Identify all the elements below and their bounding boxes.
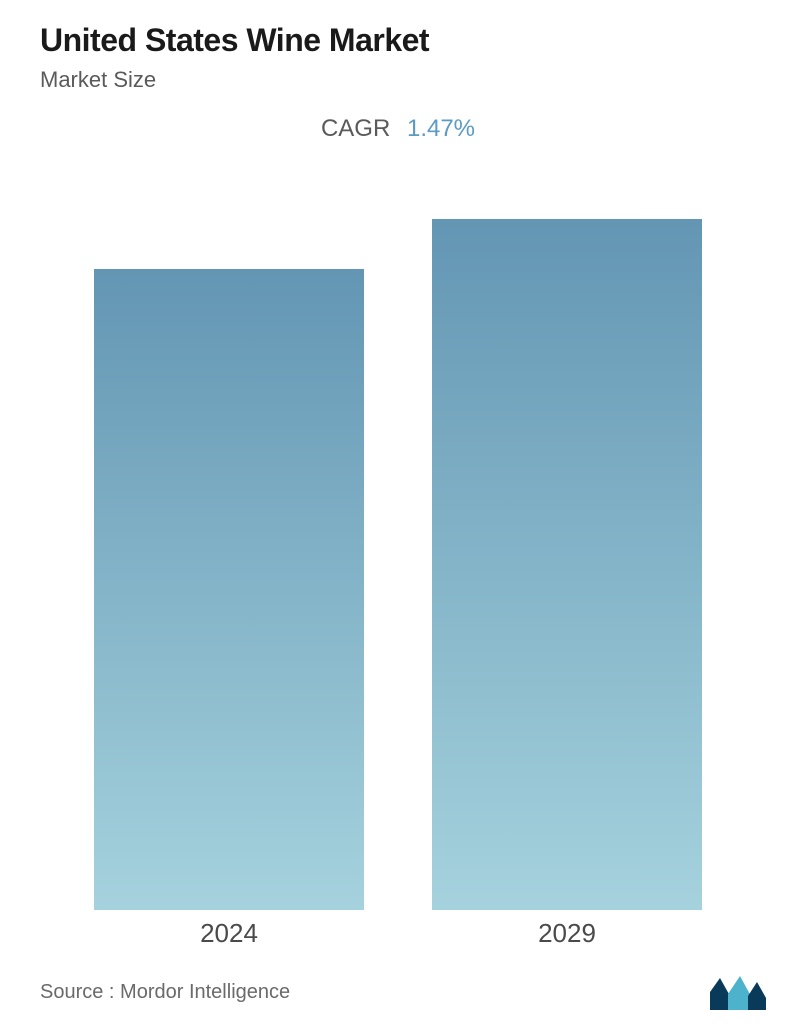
source-text: Source : Mordor Intelligence — [40, 981, 290, 1004]
page-subtitle: Market Size — [40, 67, 756, 93]
x-axis-labels: 2024 2029 — [0, 918, 796, 949]
bars-container — [0, 190, 796, 910]
footer: Source : Mordor Intelligence — [40, 974, 766, 1010]
bar-2029 — [432, 219, 702, 910]
x-label-0: 2024 — [94, 918, 364, 949]
page-title: United States Wine Market — [40, 22, 756, 59]
cagr-row: CAGR 1.47% — [40, 115, 756, 143]
header: United States Wine Market Market Size CA… — [0, 0, 796, 143]
x-label-1: 2029 — [432, 918, 702, 949]
mordor-logo-icon — [710, 974, 766, 1010]
cagr-value: 1.47% — [407, 115, 475, 142]
bar-2024 — [94, 269, 364, 910]
cagr-label: CAGR — [321, 115, 390, 142]
chart-area — [0, 190, 796, 910]
